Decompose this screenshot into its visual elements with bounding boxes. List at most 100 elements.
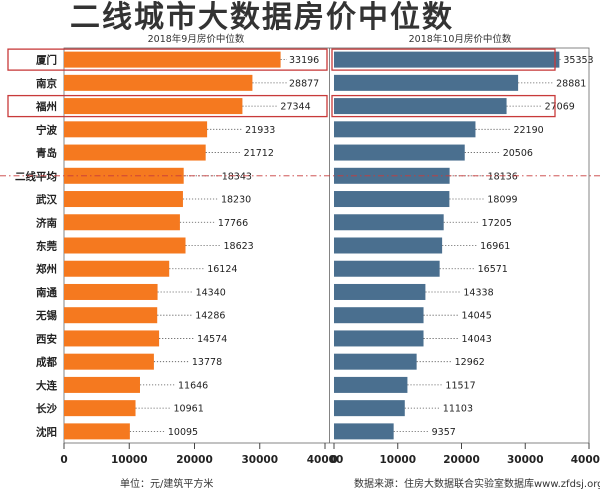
value-label-oct: 16571 bbox=[478, 264, 508, 275]
bar-sep bbox=[64, 237, 186, 254]
value-label-sep: 21933 bbox=[245, 125, 275, 136]
bar-sep bbox=[64, 121, 208, 138]
x-tick-label-oct: 10000 bbox=[379, 454, 416, 466]
x-tick-label-sep: 30000 bbox=[241, 454, 278, 466]
bar-sep bbox=[64, 330, 160, 347]
x-tick-label-sep: 10000 bbox=[111, 454, 148, 466]
bar-oct bbox=[334, 144, 465, 161]
bar-sep bbox=[64, 283, 158, 300]
category-label: 福州 bbox=[35, 100, 57, 113]
bar-oct bbox=[334, 330, 424, 347]
x-tick-label-sep: 0 bbox=[60, 454, 67, 466]
panel-title-oct: 2018年10月房价中位数 bbox=[409, 33, 512, 45]
highlight-box-sep bbox=[7, 94, 328, 118]
category-label: 长沙 bbox=[36, 402, 57, 415]
value-label-oct: 16961 bbox=[480, 241, 510, 252]
value-label-oct: 17205 bbox=[482, 218, 512, 229]
x-tick-label-sep: 40000 bbox=[307, 454, 344, 466]
category-label: 厦门 bbox=[36, 54, 57, 67]
value-label-sep: 13778 bbox=[192, 357, 222, 368]
value-label-sep: 27344 bbox=[280, 102, 310, 113]
bar-oct bbox=[334, 191, 450, 208]
bar-oct bbox=[334, 237, 443, 254]
source-note: 数据来源：住房大数据联合实验室数据库www.zfdsj.org bbox=[354, 479, 600, 490]
value-label-oct: 27069 bbox=[545, 102, 575, 113]
category-label: 西安 bbox=[36, 332, 57, 345]
chart-main-title: 二线城市大数据房价中位数 bbox=[70, 0, 454, 35]
bar-sep bbox=[64, 51, 281, 68]
value-label-sep: 14286 bbox=[195, 311, 225, 322]
category-label: 郑州 bbox=[36, 263, 57, 276]
bar-sep bbox=[64, 260, 170, 277]
value-label-sep: 33196 bbox=[289, 55, 319, 66]
value-label-sep: 14574 bbox=[197, 334, 227, 345]
value-label-sep: 11646 bbox=[178, 380, 208, 391]
bar-sep bbox=[64, 353, 154, 370]
bar-oct bbox=[334, 423, 394, 440]
value-label-sep: 17766 bbox=[218, 218, 248, 229]
value-label-oct: 14338 bbox=[463, 287, 493, 298]
value-label-oct: 28881 bbox=[556, 78, 586, 89]
unit-note: 单位：元/建筑平方米 bbox=[120, 479, 214, 490]
value-label-oct: 11517 bbox=[445, 380, 475, 391]
value-label-sep: 10095 bbox=[168, 427, 198, 438]
value-label-oct: 35353 bbox=[563, 55, 593, 66]
value-label-oct: 9357 bbox=[432, 427, 456, 438]
category-label: 南京 bbox=[36, 77, 57, 90]
bar-sep bbox=[64, 400, 136, 417]
value-label-sep: 18343 bbox=[222, 171, 252, 182]
category-label: 二线平均 bbox=[15, 170, 57, 183]
bar-sep bbox=[64, 74, 253, 91]
x-tick-label-oct: 30000 bbox=[507, 454, 544, 466]
bar-oct bbox=[334, 214, 444, 231]
value-label-oct: 11103 bbox=[443, 404, 473, 415]
bar-oct bbox=[334, 260, 440, 277]
category-label: 南通 bbox=[36, 286, 57, 299]
bar-oct bbox=[334, 51, 560, 68]
value-label-sep: 21712 bbox=[244, 148, 274, 159]
category-label: 沈阳 bbox=[36, 425, 57, 438]
category-label: 济南 bbox=[36, 216, 57, 229]
value-label-sep: 18623 bbox=[224, 241, 254, 252]
category-label: 东莞 bbox=[36, 240, 57, 253]
bar-sep bbox=[64, 307, 158, 324]
highlight-box-sep bbox=[7, 48, 328, 71]
x-tick-label-sep: 20000 bbox=[176, 454, 213, 466]
value-label-oct: 22190 bbox=[513, 125, 543, 136]
bar-oct bbox=[334, 353, 417, 370]
category-label: 武汉 bbox=[36, 193, 57, 206]
value-label-oct: 20506 bbox=[503, 148, 533, 159]
category-label: 大连 bbox=[36, 379, 57, 392]
bar-sep bbox=[64, 376, 140, 393]
highlight-box-oct bbox=[331, 48, 556, 71]
bar-oct bbox=[334, 307, 424, 324]
value-label-sep: 10961 bbox=[174, 404, 204, 415]
category-label: 无锡 bbox=[35, 309, 57, 322]
category-label: 宁波 bbox=[36, 123, 57, 136]
x-tick-label-oct: 40000 bbox=[571, 454, 600, 466]
highlight-box-oct bbox=[331, 94, 556, 118]
bar-sep bbox=[64, 214, 180, 231]
bar-oct bbox=[334, 74, 519, 91]
bar-oct bbox=[334, 98, 507, 115]
bar-oct bbox=[334, 283, 426, 300]
value-label-oct: 12962 bbox=[455, 357, 485, 368]
value-label-oct: 18099 bbox=[487, 195, 517, 206]
x-tick-label-oct: 0 bbox=[330, 454, 337, 466]
value-label-sep: 16124 bbox=[207, 264, 237, 275]
value-label-oct: 14045 bbox=[462, 311, 492, 322]
category-label: 成都 bbox=[36, 356, 57, 369]
bar-sep bbox=[64, 98, 243, 115]
bar-oct bbox=[334, 376, 408, 393]
bar-oct bbox=[334, 121, 476, 138]
value-label-sep: 14340 bbox=[196, 287, 226, 298]
bar-sep bbox=[64, 423, 130, 440]
value-label-sep: 28877 bbox=[289, 78, 319, 89]
x-tick-label-oct: 20000 bbox=[443, 454, 480, 466]
value-label-oct: 14043 bbox=[462, 334, 492, 345]
bar-sep bbox=[64, 191, 183, 208]
bar-oct bbox=[334, 400, 405, 417]
bar-sep bbox=[64, 144, 206, 161]
